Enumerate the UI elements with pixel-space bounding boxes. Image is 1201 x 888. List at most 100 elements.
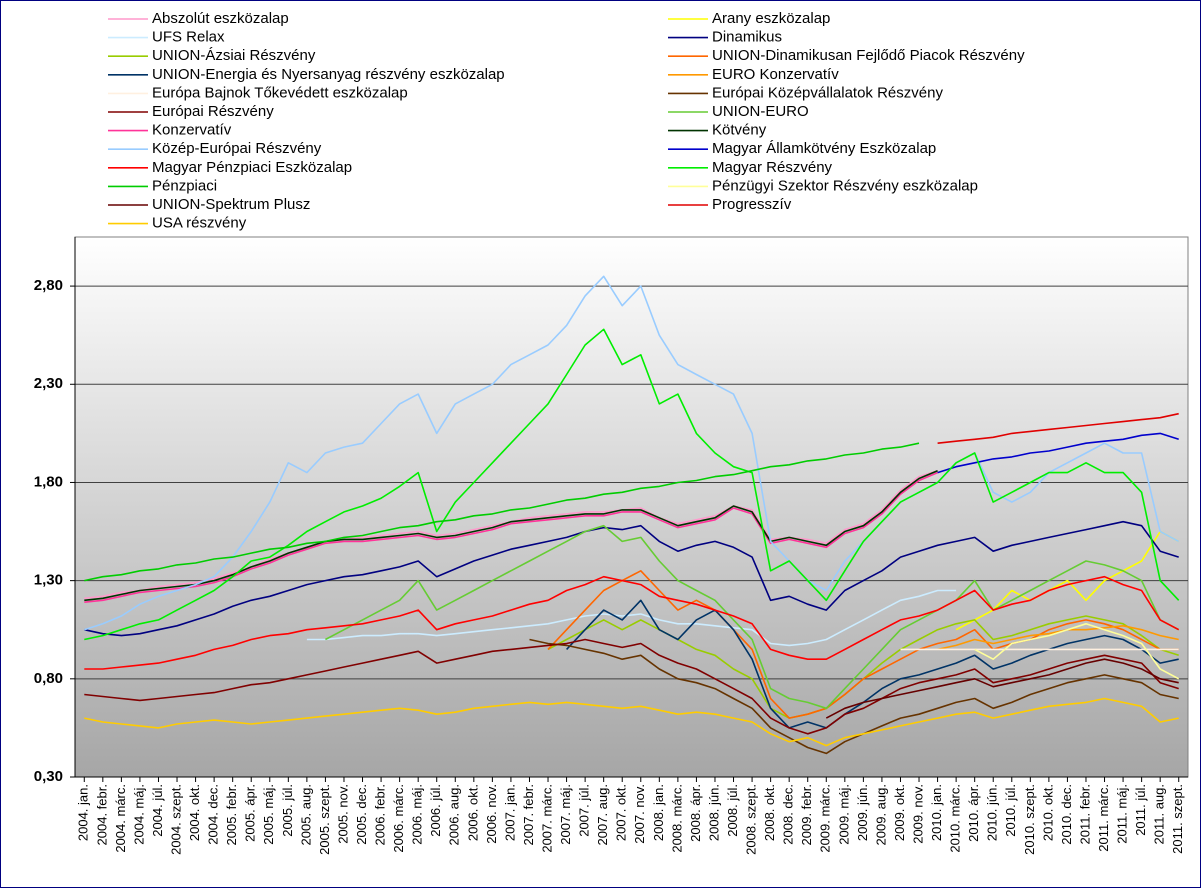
- legend-label: Pénzpiaci: [152, 177, 217, 194]
- legend-label: Európai Részvény: [152, 103, 274, 120]
- series-line: [529, 638, 1179, 755]
- x-tick-label: 2008. márc.: [669, 784, 684, 853]
- x-tick-label: 2005. febr.: [224, 784, 239, 845]
- y-tick-label: 2,30: [34, 375, 63, 392]
- series-line: [84, 575, 1180, 670]
- legend-label: Pénzügyi Szektor Részvény eszközalap: [712, 177, 978, 194]
- legend-label: UNION-Spektrum Plusz: [152, 196, 310, 213]
- legend-label: Közép-Európai Részvény: [152, 140, 322, 157]
- legend-label: UNION-Dinamikusan Fejlődő Piacok Részvén…: [712, 47, 1025, 64]
- series-line: [84, 520, 1179, 637]
- series-line: [84, 638, 1179, 735]
- x-tick-label: 2010. márc.: [948, 784, 963, 853]
- series-line: [84, 328, 1180, 641]
- x-tick-label: 2004. jan.: [76, 784, 91, 841]
- x-tick-label: 2009. jún.: [855, 784, 870, 841]
- legend-label: EURO Konzervatív: [712, 66, 839, 83]
- x-tick-label: 2008. júl.: [725, 784, 740, 837]
- x-tick-label: 2006. máj.: [410, 784, 425, 845]
- legend-label: Kötvény: [712, 122, 767, 139]
- x-tick-label: 2006. febr.: [373, 784, 388, 845]
- legend-label: Arany eszközalap: [712, 10, 830, 27]
- series-line: [937, 412, 1179, 444]
- x-tick-label: 2010. okt.: [1040, 784, 1055, 841]
- x-tick-label: 2006. okt.: [465, 784, 480, 841]
- x-tick-label: 2004. júl.: [150, 784, 165, 837]
- x-tick-label: 2010. szept.: [1022, 784, 1037, 855]
- legend-label: UFS Relax: [152, 29, 225, 46]
- x-tick-label: 2004. dec.: [206, 784, 221, 845]
- x-tick-label: 2006. nov.: [484, 784, 499, 844]
- series-line: [325, 524, 1180, 710]
- x-tick-label: 2007. febr.: [521, 784, 536, 845]
- legend-label: UNION-EURO: [712, 103, 809, 120]
- x-tick-label: 2005. dec.: [354, 784, 369, 845]
- legend-label: Magyar Államkötvény Eszközalap: [712, 140, 936, 157]
- x-tick-label: 2009. máj.: [836, 784, 851, 845]
- x-tick-label: 2010. jún.: [985, 784, 1000, 841]
- legend-label: USA részvény: [152, 215, 247, 232]
- y-tick-label: 1,30: [34, 572, 63, 589]
- x-tick-label: 2005. júl.: [280, 784, 295, 837]
- legend-label: Progresszív: [712, 196, 792, 213]
- x-tick-label: 2011. szept.: [1170, 784, 1185, 854]
- x-tick-label: 2007. okt.: [614, 784, 629, 841]
- x-tick-label: 2007. máj.: [558, 784, 573, 845]
- series-line: [84, 275, 1180, 631]
- x-tick-label: 2008. jún.: [706, 784, 721, 841]
- x-tick-label: 2010. ápr.: [966, 784, 981, 842]
- legend-label: Magyar Pénzpiaci Eszközalap: [152, 159, 352, 176]
- x-tick-label: 2010. júl.: [1003, 784, 1018, 837]
- x-tick-label: 2005. aug.: [298, 784, 313, 845]
- series-line: [84, 442, 920, 582]
- series-line: [974, 623, 1180, 680]
- series-line: [84, 469, 938, 602]
- x-tick-label: 2011. febr.: [1077, 784, 1092, 844]
- x-tick-label: 2005. szept.: [317, 784, 332, 855]
- x-tick-label: 2007. aug.: [595, 784, 610, 845]
- x-tick-label: 2009. febr.: [799, 784, 814, 845]
- x-tick-label: 2007. jan.: [502, 784, 517, 841]
- legend-label: Magyar Részvény: [712, 159, 833, 176]
- x-tick-label: 2009. okt.: [892, 784, 907, 841]
- x-tick-label: 2008. szept.: [744, 784, 759, 855]
- y-tick-label: 1,80: [34, 473, 63, 490]
- x-tick-label: 2009. nov.: [910, 784, 925, 844]
- x-tick-label: 2004. máj.: [131, 784, 146, 845]
- x-tick-label: 2007. márc.: [539, 784, 554, 853]
- legend-label: Abszolút eszközalap: [152, 10, 289, 27]
- series-line: [547, 570, 1179, 719]
- x-tick-label: 2004. márc.: [113, 784, 128, 853]
- x-tick-label: 2007. nov.: [632, 784, 647, 844]
- legend-label: Dinamikus: [712, 29, 782, 46]
- legend-label: Európa Bajnok Tőkevédett eszközalap: [152, 84, 408, 101]
- x-tick-label: 2011. márc.: [1096, 784, 1111, 852]
- series-line: [825, 658, 1179, 719]
- x-tick-label: 2005. nov.: [335, 784, 350, 844]
- legend-label: UNION-Energia és Nyersanyag részvény esz…: [152, 66, 505, 83]
- series-line: [84, 697, 1179, 747]
- series-line: [937, 625, 1179, 651]
- x-tick-label: 2004. szept.: [168, 784, 183, 855]
- x-tick-label: 2008. ápr.: [688, 784, 703, 842]
- x-tick-label: 2006. márc.: [391, 784, 406, 853]
- x-tick-label: 2008. okt.: [762, 784, 777, 841]
- x-tick-label: 2004. okt.: [187, 784, 202, 841]
- legend-label: UNION-Ázsiai Részvény: [152, 47, 316, 64]
- series-line: [84, 471, 938, 603]
- x-tick-label: 2006. júl.: [428, 784, 443, 837]
- x-tick-label: 2011. aug.: [1152, 784, 1167, 844]
- plot-area: [74, 236, 1189, 778]
- x-tick-label: 2007. júl.: [577, 784, 592, 837]
- legend-label: Európai Középvállalatok Részvény: [712, 84, 943, 101]
- series-line: [566, 599, 1179, 729]
- x-tick-label: 2009. márc.: [818, 784, 833, 853]
- x-tick-label: 2005. máj.: [261, 784, 276, 845]
- x-tick-label: 2008. jan.: [651, 784, 666, 841]
- x-tick-label: 2006. aug.: [447, 784, 462, 845]
- x-tick-label: 2010. dec.: [1059, 784, 1074, 845]
- x-tick-label: 2011. júl.: [1133, 784, 1148, 836]
- x-tick-label: 2008. dec.: [781, 784, 796, 845]
- y-tick-label: 2,80: [34, 277, 63, 294]
